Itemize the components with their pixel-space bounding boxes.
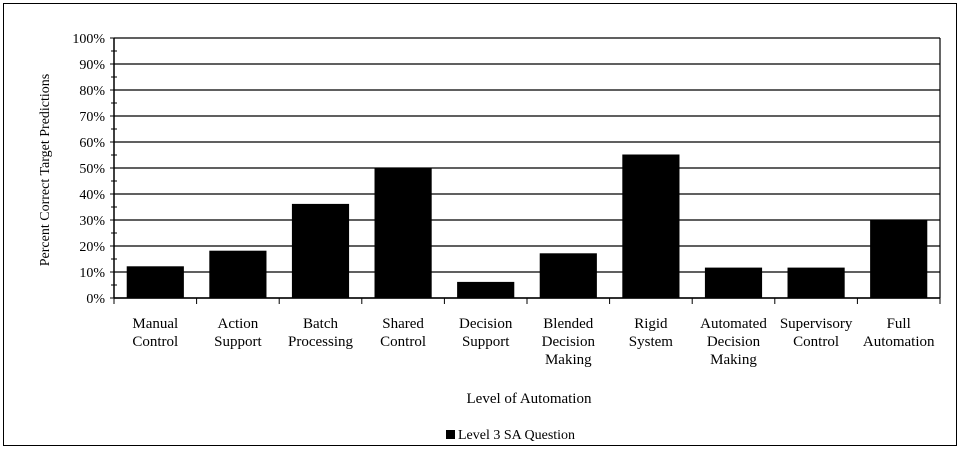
bar — [787, 267, 845, 299]
x-tick-label-line: Control — [380, 334, 426, 350]
x-tick-label-line: Making — [545, 352, 592, 368]
bar — [870, 219, 928, 299]
x-tick-label-line: Automation — [863, 334, 935, 350]
x-tick-label-line: Making — [710, 352, 757, 368]
axes — [110, 37, 941, 304]
y-tick-label: 10% — [79, 266, 105, 281]
x-tick-label-line: Full — [887, 316, 911, 332]
x-tick-label-line: Decision — [459, 316, 513, 332]
x-tick-label-line: System — [629, 334, 674, 350]
y-tick-labels: 0% 10% 20% 30% 40% 50% 60% 70% 80% 90% 100% — [72, 32, 105, 307]
bar — [374, 167, 432, 299]
y-tick-label: 0% — [86, 292, 105, 307]
x-tick-label: Rigid System — [629, 316, 674, 350]
x-tick-label-line: Action — [217, 316, 258, 332]
x-tick-label: Blended Decision Making — [542, 316, 596, 368]
x-tick-label-line: Manual — [132, 316, 178, 332]
bar — [291, 203, 350, 299]
x-tick-labels: Manual Control Action Support Batch Processin… — [132, 316, 935, 368]
x-tick-label-line: Decision — [707, 334, 761, 350]
y-tick-label: 30% — [79, 214, 105, 229]
x-tick-label-line: Automated — [700, 316, 767, 332]
x-tick-label-line: Processing — [288, 334, 353, 350]
x-tick-label-line: Shared — [382, 316, 424, 332]
y-tick-label: 60% — [79, 136, 105, 151]
legend-swatch — [446, 430, 455, 439]
x-tick-label-line: Decision — [542, 334, 596, 350]
bars — [126, 154, 928, 299]
y-tick-label: 20% — [79, 240, 105, 255]
x-tick-label-line: Rigid — [634, 316, 668, 332]
bar — [126, 266, 184, 299]
x-tick-label: Full Automation — [863, 316, 935, 350]
bar — [539, 253, 597, 299]
bar — [622, 154, 680, 299]
bar — [704, 267, 763, 299]
x-tick-label: Shared Control — [380, 316, 426, 350]
chart-border — [3, 3, 957, 446]
x-axis-label: Level of Automation — [467, 391, 592, 407]
x-tick-label: Decision Support — [459, 316, 513, 350]
x-tick-label-line: Control — [793, 334, 839, 350]
x-tick-label-line: Blended — [543, 316, 593, 332]
x-tick-label: Manual Control — [132, 316, 178, 350]
x-tick-label-line: Supervisory — [780, 316, 853, 332]
legend-label: Level 3 SA Question — [458, 428, 575, 443]
x-tick-label-line: Support — [462, 334, 510, 350]
x-tick-label: Supervisory Control — [780, 316, 853, 350]
legend: Level 3 SA Question — [446, 428, 575, 443]
x-tick-label: Automated Decision Making — [700, 316, 767, 368]
bar — [457, 281, 515, 299]
y-tick-label: 90% — [79, 58, 105, 73]
y-tick-label: 100% — [72, 32, 105, 47]
x-tick-label: Action Support — [214, 316, 262, 350]
y-tick-label: 50% — [79, 162, 105, 177]
y-axis-label: Percent Correct Target Predictions — [38, 74, 53, 267]
x-tick-label-line: Support — [214, 334, 262, 350]
bar — [209, 250, 267, 299]
x-tick-label-line: Control — [132, 334, 178, 350]
x-tick-label: Batch Processing — [288, 316, 353, 350]
y-tick-label: 80% — [79, 84, 105, 99]
y-tick-label: 70% — [79, 110, 105, 125]
y-tick-label: 40% — [79, 188, 105, 203]
x-tick-label-line: Batch — [303, 316, 338, 332]
